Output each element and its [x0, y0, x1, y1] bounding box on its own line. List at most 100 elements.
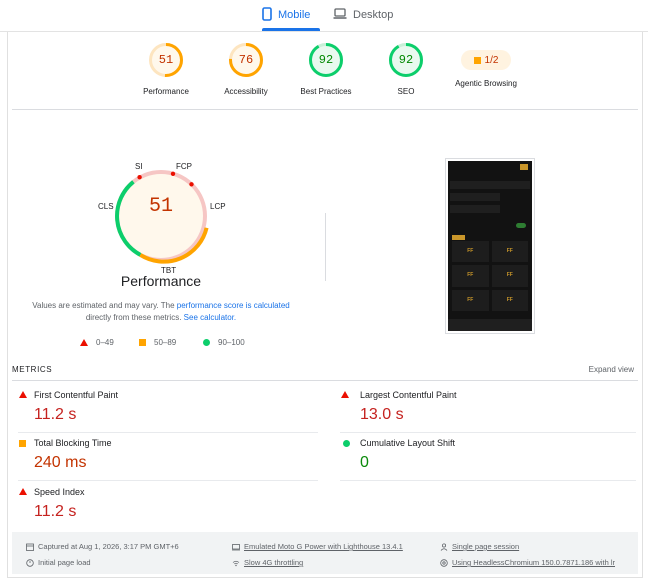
timer-icon [26, 558, 34, 567]
divider [12, 109, 638, 110]
si-marker [137, 175, 142, 180]
category-best-practices[interactable]: 92 Best Practices [281, 42, 371, 96]
tbt-segment [139, 227, 209, 264]
footer-captured: Captured at Aug 1, 2026, 3:17 PM GMT+6 [26, 542, 179, 551]
performance-big-score: 51 [148, 195, 173, 218]
lcp-marker [189, 182, 194, 187]
metric-value: 240 ms [34, 454, 87, 471]
best-practices-score: 92 [318, 53, 334, 67]
metric-speed-index: Speed Index 11.2 s [18, 481, 318, 529]
metric-first-contentful-paint: First Contentful Paint 11.2 s [18, 384, 318, 433]
tag [452, 235, 465, 240]
gauge-label-si: SI [135, 162, 143, 171]
footer-link[interactable]: Emulated Moto G Power with Lighthouse 13… [244, 542, 403, 551]
gauge-label-fcp: FCP [176, 162, 192, 171]
toggle [516, 223, 526, 228]
agentic-browsing-badge: 1/2 [461, 50, 511, 70]
footer-throttle[interactable]: Slow 4G throttling [232, 558, 303, 567]
runtime-settings-footer: Captured at Aug 1, 2026, 3:17 PM GMT+6 I… [12, 532, 638, 574]
nav-strip [450, 193, 500, 201]
footer-link[interactable]: Using HeadlessChromium 150.0.7871.186 wi… [452, 558, 616, 567]
legend-pass: 90–100 [203, 338, 245, 347]
category-label: Performance [143, 87, 189, 96]
metric-name: Total Blocking Time [34, 438, 112, 448]
footer-text: Captured at Aug 1, 2026, 3:17 PM GMT+6 [38, 542, 179, 551]
performance-score: 51 [158, 53, 174, 67]
legend-label: 0–49 [96, 338, 114, 347]
metric-total-blocking-time: Total Blocking Time 240 ms [18, 432, 318, 481]
circle-green-icon [203, 339, 210, 346]
gauge-label-cls: CLS [98, 202, 114, 211]
tab-divider [0, 31, 648, 32]
metric-name: Cumulative Layout Shift [360, 438, 456, 448]
category-label: Best Practices [300, 87, 352, 96]
triangle-red-icon [341, 391, 349, 398]
best-practices-gauge: 92 [308, 42, 344, 78]
gauge-label-tbt: TBT [161, 266, 177, 275]
category-performance[interactable]: 51 Performance [121, 42, 211, 96]
triangle-red-icon [80, 339, 88, 346]
nav-strip [450, 205, 500, 213]
active-tab-indicator [262, 28, 320, 31]
tile: FF [452, 265, 489, 287]
tile: FF [491, 289, 528, 311]
laptop-icon [333, 7, 347, 23]
legend-label: 50–89 [154, 338, 177, 347]
calendar-icon [26, 543, 34, 551]
app-logo [520, 164, 528, 170]
metric-cumulative-layout-shift: Cumulative Layout Shift 0 [340, 432, 636, 481]
accessibility-score: 76 [238, 53, 254, 67]
tile: FF [452, 241, 489, 263]
square-orange-icon [19, 440, 26, 447]
page-screenshot-thumbnail[interactable]: FF FF FF FF FF FF [445, 158, 535, 334]
performance-score-link[interactable]: performance score is calculated [176, 301, 290, 310]
tab-mobile[interactable]: Mobile [262, 0, 310, 30]
circle-green-icon [343, 440, 350, 447]
seo-gauge: 92 [388, 42, 424, 78]
accessibility-gauge: 76 [228, 42, 264, 78]
cls-segment [115, 180, 142, 257]
legend-average: 50–89 [139, 338, 176, 347]
footer-initial-load: Initial page load [26, 558, 91, 567]
seo-score: 92 [398, 53, 414, 67]
category-seo[interactable]: 92 SEO [361, 42, 451, 96]
metric-name: Speed Index [34, 487, 85, 497]
fcp-marker [170, 171, 176, 176]
category-label: Accessibility [224, 87, 268, 96]
legend-label: 90–100 [218, 338, 245, 347]
footer-browser[interactable]: Using HeadlessChromium 150.0.7871.186 wi… [440, 558, 615, 567]
metric-name: Largest Contentful Paint [360, 390, 457, 400]
metric-value: 0 [360, 454, 369, 471]
note-text: Values are estimated and may vary. The [32, 301, 177, 310]
footer-session[interactable]: Single page session [440, 542, 519, 551]
footer-device[interactable]: Emulated Moto G Power with Lighthouse 13… [232, 542, 403, 551]
legend-fail: 0–49 [80, 338, 114, 347]
category-label: Agentic Browsing [455, 79, 517, 88]
tile-grid: FF FF FF FF FF FF [452, 241, 528, 311]
footer-text: Initial page load [38, 558, 91, 567]
footer-link[interactable]: Single page session [452, 542, 520, 551]
wifi-icon [232, 560, 240, 566]
phone-icon [262, 6, 272, 24]
category-label: SEO [397, 87, 415, 96]
metric-value: 11.2 s [34, 503, 77, 520]
expand-view-toggle[interactable]: Expand view [588, 365, 634, 374]
device-icon [232, 543, 240, 550]
report-frame [7, 32, 643, 578]
tab-mobile-label: Mobile [278, 9, 311, 21]
metric-name: First Contentful Paint [34, 390, 119, 400]
performance-gauge: 51 [148, 42, 184, 78]
triangle-red-icon [19, 488, 27, 495]
tab-desktop[interactable]: Desktop [333, 0, 393, 30]
metric-value: 11.2 s [34, 406, 77, 423]
person-icon [440, 542, 448, 551]
divider [12, 380, 638, 381]
square-orange-icon [473, 56, 481, 64]
tile: FF [491, 265, 528, 287]
triangle-red-icon [19, 391, 27, 398]
see-calculator-link[interactable]: See calculator. [183, 313, 237, 322]
category-accessibility[interactable]: 76 Accessibility [201, 42, 291, 96]
footer-link[interactable]: Slow 4G throttling [244, 558, 304, 567]
category-agentic-browsing[interactable]: 1/2 Agentic Browsing [441, 42, 531, 88]
agentic-score: 1/2 [484, 54, 499, 66]
